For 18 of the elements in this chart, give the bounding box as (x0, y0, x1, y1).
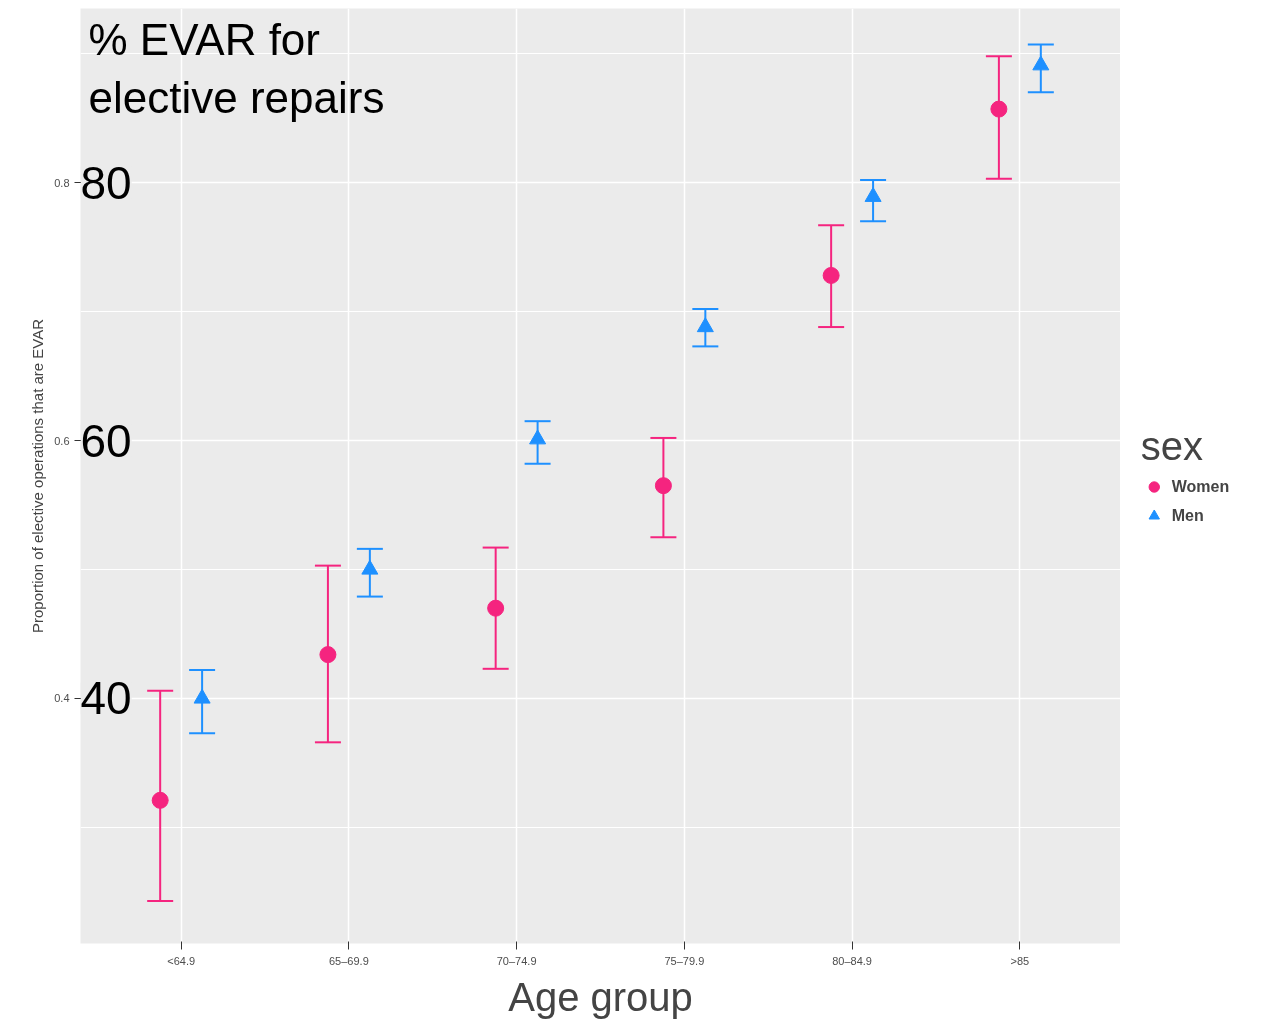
x-tick-label: 75–79.9 (664, 954, 705, 967)
x-tick-label: 65–69.9 (329, 954, 369, 967)
y-tick-label: 0.4 (54, 692, 70, 705)
legend-label: Men (1171, 506, 1204, 524)
x-tick-label: 70–74.9 (496, 954, 537, 967)
annotation: 80 (80, 156, 132, 209)
x-tick-label: <64.9 (167, 954, 196, 967)
x-tick-label: >85 (1010, 954, 1030, 967)
y-tick-label: 0.8 (54, 176, 70, 189)
legend-label: Women (1171, 477, 1230, 495)
annotation: 60 (80, 414, 132, 467)
annotation: 40 (80, 672, 132, 725)
text: % EVAR for elective repairs (88, 14, 385, 123)
y-tick-label: 0.6 (54, 434, 70, 447)
y-axis-title: Proportion of elective operations that are EVAR (29, 318, 47, 634)
x-axis-title: Age group (508, 974, 693, 1019)
x-tick-label: 80–84.9 (832, 954, 872, 967)
legend-title: sex (1140, 423, 1204, 468)
